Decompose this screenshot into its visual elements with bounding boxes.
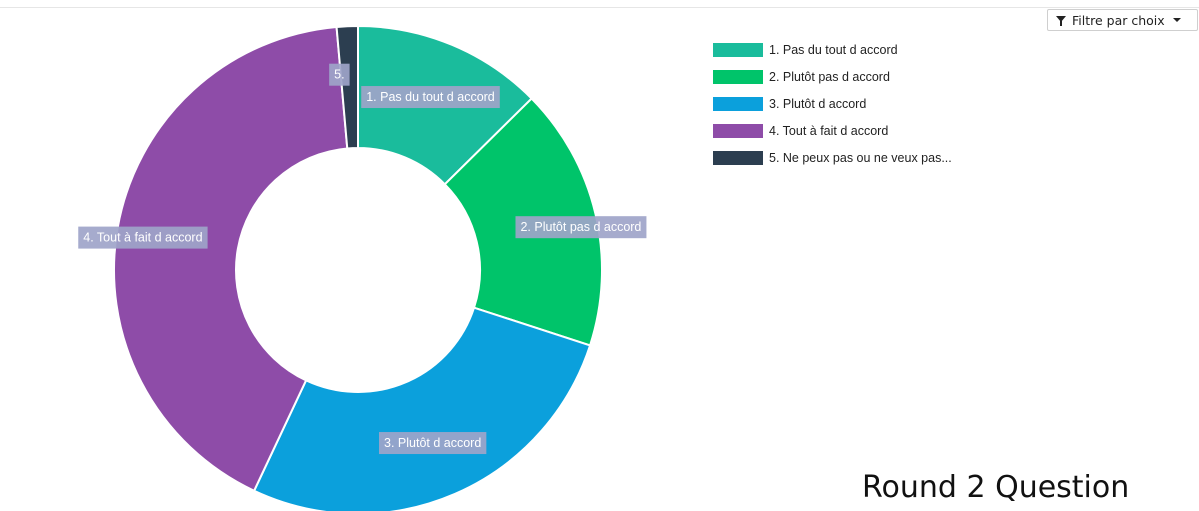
slice-label-text: 5.: [334, 68, 344, 82]
top-divider: [0, 7, 1199, 8]
slice-label-text: 3. Plutôt d accord: [384, 436, 481, 450]
legend-label: 2. Plutôt pas d accord: [769, 69, 890, 84]
donut-slice-4-tout-a-fait-d-accord[interactable]: [113, 25, 349, 493]
slice-label-background: [329, 63, 350, 86]
legend-swatch: [713, 69, 763, 84]
filter-by-choice-button[interactable]: Filtre par choix: [1047, 9, 1198, 31]
slice-label-background: [379, 432, 487, 455]
legend-item-4[interactable]: 4. Tout à fait d accord: [713, 117, 952, 144]
donut-slice-5-ne-peux-pas-ou-ne-veux-pas[interactable]: [335, 24, 359, 150]
legend-label: 1. Pas du tout d accord: [769, 42, 898, 57]
legend-swatch: [713, 123, 763, 138]
legend-swatch: [713, 42, 763, 57]
slice-label-background: [361, 86, 500, 109]
legend-swatch: [713, 150, 763, 165]
legend-label: 3. Plutôt d accord: [769, 96, 867, 111]
slice-label-1: 1. Pas du tout d accord: [361, 86, 500, 109]
slice-label-2: 2. Plutôt pas d accord: [515, 216, 647, 239]
legend-label: 4. Tout à fait d accord: [769, 123, 889, 138]
donut-slice-3-plutot-d-accord[interactable]: [252, 306, 592, 511]
legend-item-3[interactable]: 3. Plutôt d accord: [713, 90, 952, 117]
legend-label: 5. Ne peux pas ou ne veux pas...: [769, 150, 952, 165]
funnel-icon: [1056, 16, 1066, 26]
slice-label-text: 2. Plutôt pas d accord: [520, 220, 641, 234]
slice-label-text: 4. Tout à fait d accord: [83, 231, 202, 245]
slice-label-4: 4. Tout à fait d accord: [78, 226, 208, 249]
chart-legend: 1. Pas du tout d accord 2. Plutôt pas d a…: [713, 36, 952, 171]
slice-label-background: [515, 216, 647, 239]
slice-label-3: 3. Plutôt d accord: [379, 432, 487, 455]
slice-label-background: [78, 226, 208, 249]
caret-down-icon: [1172, 18, 1181, 22]
slice-label-5: 5.: [329, 63, 350, 86]
slice-label-text: 1. Pas du tout d accord: [366, 90, 495, 104]
slide-caption: Round 2 Question: [862, 470, 1130, 505]
legend-item-5[interactable]: 5. Ne peux pas ou ne veux pas...: [713, 144, 952, 171]
legend-item-1[interactable]: 1. Pas du tout d accord: [713, 36, 952, 63]
legend-item-2[interactable]: 2. Plutôt pas d accord: [713, 63, 952, 90]
filter-button-label: Filtre par choix: [1072, 12, 1165, 28]
legend-swatch: [713, 96, 763, 111]
